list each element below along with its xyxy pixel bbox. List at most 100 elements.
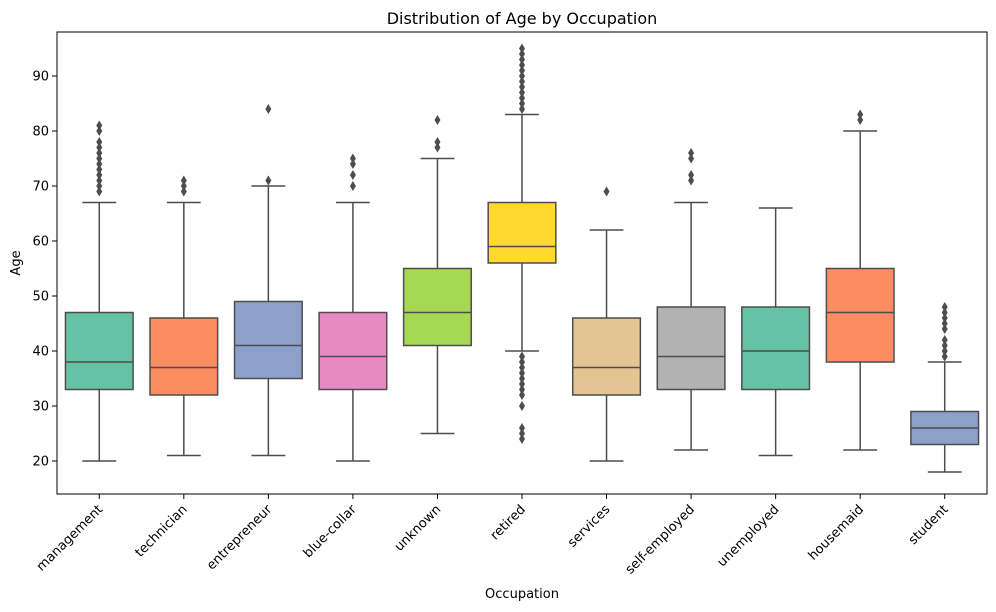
outlier-marker — [519, 357, 525, 367]
outlier-marker — [519, 401, 525, 411]
outlier-marker — [519, 379, 525, 389]
outlier-marker — [941, 318, 948, 329]
outlier-marker — [941, 324, 948, 334]
outlier-marker — [180, 181, 187, 191]
x-tick-label-unknown: unknown — [392, 502, 444, 554]
outlier-marker — [941, 313, 948, 323]
x-tick-label-retired: retired — [488, 502, 529, 543]
outlier-marker — [519, 93, 525, 103]
y-tick-label: 50 — [32, 290, 49, 305]
box-management — [64, 120, 134, 462]
outlier-marker — [857, 115, 864, 125]
y-axis: 20 30 40 50 60 70 80 90 — [32, 70, 57, 470]
outlier-marker — [519, 104, 525, 114]
iqr-box — [318, 311, 388, 391]
box-housemaid — [825, 109, 895, 451]
y-tick-label: 20 — [32, 455, 49, 470]
outlier-marker — [603, 186, 610, 197]
outlier-marker — [519, 49, 525, 59]
box-blue-collar — [318, 153, 388, 462]
x-tick-label-technician: technician — [132, 502, 190, 560]
outlier-marker — [96, 164, 103, 175]
box-student — [910, 302, 980, 473]
box-services — [571, 186, 642, 462]
x-tick-label-services: services — [565, 502, 613, 550]
outlier-marker — [519, 434, 525, 444]
outlier-marker — [519, 82, 525, 92]
x-tick-label-management: management — [34, 502, 106, 574]
outlier-marker — [96, 170, 103, 180]
outlier-marker — [688, 170, 695, 180]
outlier-marker — [265, 104, 272, 114]
x-tick-label-blue-collar: blue-collar — [301, 502, 360, 561]
y-tick-label: 30 — [32, 400, 49, 415]
iqr-box — [825, 267, 895, 363]
outlier-marker — [265, 175, 272, 186]
x-tick-label-student: student — [906, 502, 952, 548]
outlier-marker — [96, 159, 103, 169]
outlier-marker — [519, 54, 525, 65]
outlier-marker — [96, 153, 103, 164]
outlier-marker — [688, 148, 695, 158]
outlier-marker — [96, 186, 103, 197]
box-entrepreneur — [233, 104, 303, 457]
outlier-marker — [519, 65, 525, 76]
outlier-marker — [96, 137, 103, 147]
iqr-box — [64, 311, 134, 391]
y-tick-label: 60 — [32, 235, 49, 250]
y-tick-label: 80 — [32, 125, 49, 140]
outlier-marker — [941, 340, 948, 351]
x-tick-label-entrepreneur: entrepreneur — [204, 502, 276, 574]
outlier-marker — [519, 43, 525, 54]
x-tick-label-self-employed: self-employed — [623, 502, 698, 577]
outlier-marker — [941, 351, 948, 362]
outlier-marker — [349, 153, 356, 164]
outlier-marker — [519, 76, 525, 87]
box-unemployed — [741, 207, 811, 457]
outlier-marker — [519, 423, 525, 433]
outlier-marker — [941, 346, 948, 356]
outlier-marker — [519, 351, 525, 362]
outlier-marker — [941, 335, 948, 345]
x-tick-label-housemaid: housemaid — [806, 502, 867, 563]
outlier-marker — [519, 87, 525, 98]
outlier-marker — [96, 126, 103, 136]
iqr-box — [487, 201, 557, 264]
box-retired — [487, 43, 557, 444]
outlier-marker — [688, 153, 695, 164]
iqr-box — [233, 300, 303, 380]
outlier-marker — [519, 368, 525, 378]
outlier-marker — [519, 428, 525, 439]
outlier-marker — [434, 137, 441, 147]
y-axis-label: Age — [9, 250, 24, 275]
outlier-marker — [688, 175, 695, 186]
outlier-marker — [96, 148, 103, 158]
y-tick-label: 40 — [32, 345, 49, 360]
outlier-marker — [434, 142, 441, 153]
outlier-marker — [519, 384, 525, 395]
outlier-marker — [519, 390, 525, 400]
outlier-marker — [349, 181, 356, 191]
x-axis-label: Occupation — [485, 587, 559, 602]
box-unknown — [402, 115, 473, 435]
y-tick-label: 90 — [32, 70, 49, 85]
boxes-group — [64, 43, 980, 473]
outlier-marker — [857, 109, 864, 120]
outlier-marker — [519, 98, 525, 109]
outlier-marker — [349, 159, 356, 169]
y-tick-label: 70 — [32, 180, 49, 195]
iqr-box — [402, 267, 473, 347]
box-technician — [149, 175, 219, 457]
outlier-marker — [349, 170, 356, 180]
outlier-marker — [941, 302, 948, 312]
x-axis: management technician entrepreneur blue-col… — [34, 494, 952, 577]
outlier-marker — [180, 186, 187, 197]
outlier-marker — [96, 142, 103, 153]
outlier-marker — [96, 175, 103, 186]
iqr-box — [571, 317, 642, 396]
outlier-marker — [180, 175, 187, 186]
outlier-marker — [519, 362, 525, 373]
outlier-marker — [519, 71, 525, 81]
outlier-marker — [96, 181, 103, 191]
